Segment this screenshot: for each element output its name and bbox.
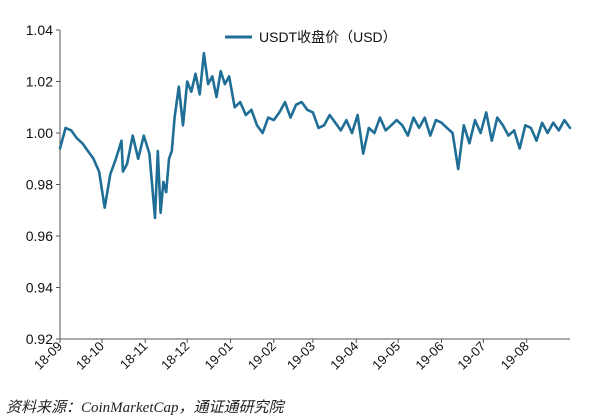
- x-tick-label: 18-11: [117, 339, 150, 372]
- legend-label: USDT收盘价（USD）: [259, 29, 397, 45]
- x-tick-label: 19-01: [201, 339, 235, 373]
- usdt-price-chart: 0.920.940.960.981.001.021.04 18-09 18-10 1…: [26, 22, 572, 373]
- x-tick-label: 18-12: [158, 339, 192, 373]
- source-note: 资料来源：CoinMarketCap，通证通研究院: [6, 400, 284, 416]
- y-tick-label: 1.00: [26, 125, 53, 141]
- y-tick-label: 0.98: [26, 177, 53, 193]
- series-group: [58, 51, 572, 220]
- x-axis: 18-09 18-10 18-11 18-12 19-01 19-02 19-03 19-04…: [31, 338, 570, 373]
- x-tick-label: 19-04: [327, 339, 361, 373]
- x-tick-label: 19-07: [454, 339, 488, 373]
- x-tick-label: 19-02: [245, 339, 279, 373]
- y-tick-label: 0.96: [26, 228, 53, 244]
- y-tick-label: 1.02: [26, 74, 53, 90]
- series-line-usdt: [58, 51, 572, 220]
- x-tick-label: 19-08: [498, 339, 532, 373]
- y-axis: 0.92 0.94 0.96 0.98 1.00 1.02 1.04: [26, 22, 61, 347]
- x-tick-label: 18-10: [73, 339, 107, 373]
- legend: USDT收盘价（USD）: [225, 29, 397, 45]
- y-tick-label: 1.04: [26, 22, 53, 38]
- x-tick-label: 19-05: [369, 339, 403, 373]
- y-tick-label: 0.94: [26, 280, 53, 296]
- x-tick-label: 19-06: [412, 339, 446, 373]
- y-tick-label: 0.92: [26, 331, 53, 347]
- x-tick-label: 19-03: [284, 339, 318, 373]
